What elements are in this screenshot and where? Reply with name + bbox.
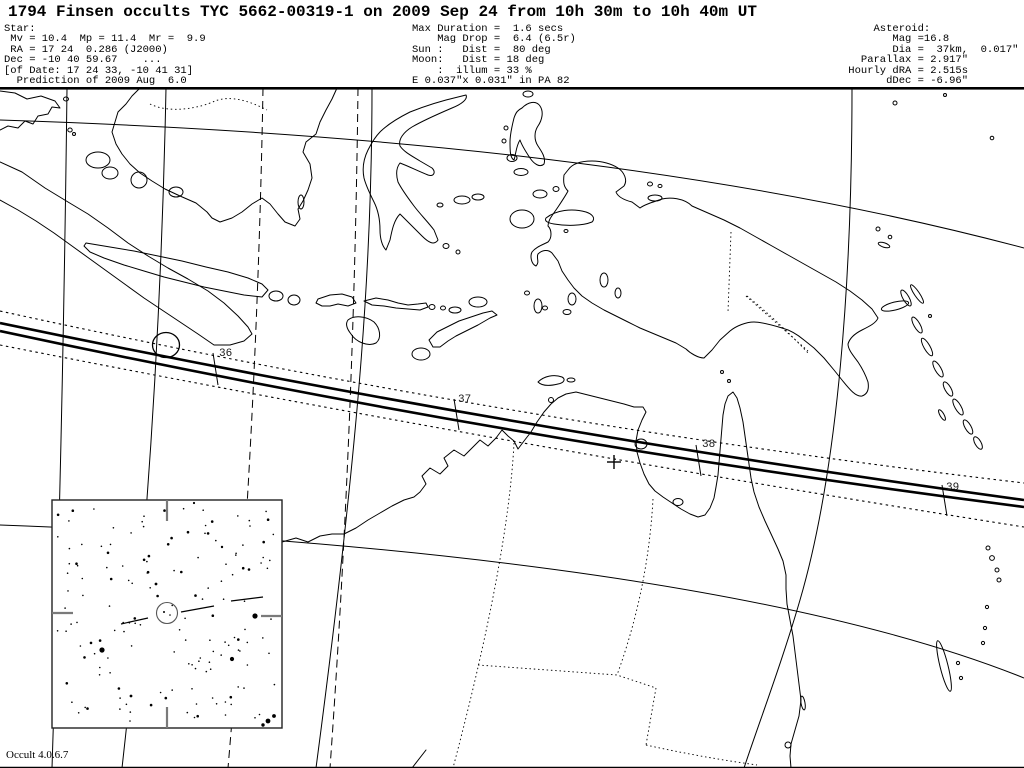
- coastlines: [0, 87, 1002, 768]
- path-time-label-39: 39: [946, 482, 959, 494]
- border-lines: [149, 98, 810, 768]
- asteroid-track-dashes: [120, 596, 264, 625]
- path-south-sigma-line: [0, 344, 1024, 528]
- path-time-label-38: 38: [702, 439, 715, 451]
- star-chart-inset: [51, 499, 283, 729]
- inset-edge-ticks: [52, 500, 282, 728]
- path-time-label-36: 36: [219, 348, 232, 360]
- header-separator: [0, 87, 1024, 90]
- inset-field-stars: [56, 507, 276, 722]
- path-north-limit-line: [0, 321, 1024, 502]
- occultation-path: 36 37 38 39: [0, 310, 1024, 528]
- inset-frame: [51, 499, 283, 729]
- shadow-circle-marker: [151, 331, 181, 359]
- path-time-label-37: 37: [458, 394, 471, 406]
- event-title: 1794 Finsen occults TYC 5662-00319-1 on …: [8, 3, 757, 21]
- companion-star-dot: [169, 614, 171, 616]
- star-info-block: Star: Mv = 10.4 Mp = 11.4 Mr = 9.9 RA = …: [4, 23, 206, 88]
- asteroid-info-block: Asteroid: Mag =16.8 Dia = 37km, 0.017" P…: [848, 23, 1019, 88]
- software-version-label: Occult 4.0.6.7: [6, 749, 69, 761]
- target-star-circle: [155, 601, 179, 625]
- path-south-limit-line: [0, 329, 1024, 509]
- event-info-block: Max Duration = 1.6 secs Mag Drop = 6.4 (…: [412, 23, 576, 88]
- path-time-tick-marks: [212, 352, 948, 517]
- site-plus-marker: [607, 455, 621, 469]
- target-star-dot: [163, 611, 165, 613]
- inset-bright-stars: [99, 501, 276, 727]
